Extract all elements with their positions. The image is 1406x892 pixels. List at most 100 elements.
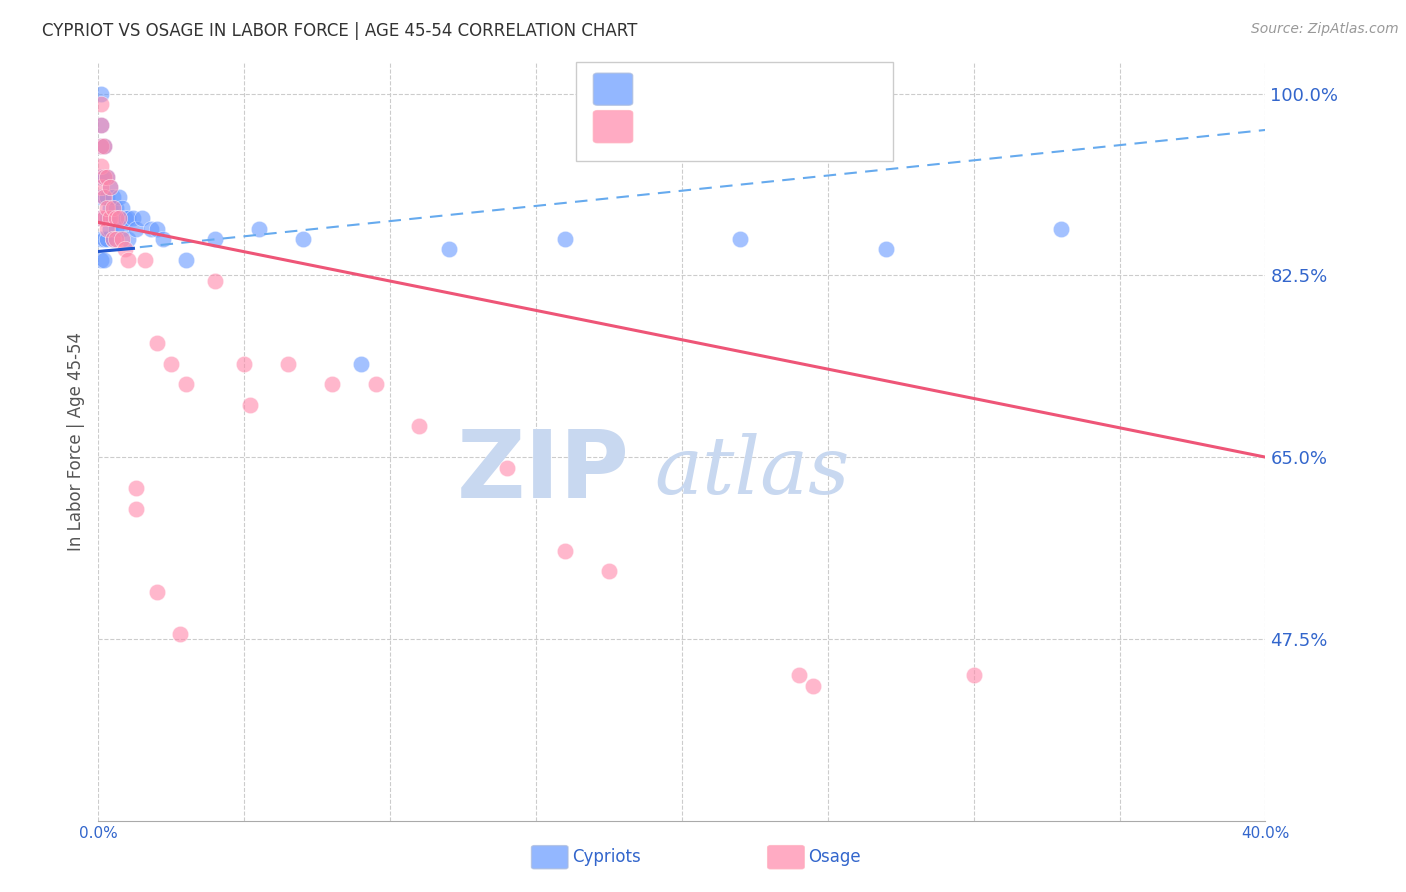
Point [730, 232, 752, 246]
Point [108, 211, 131, 226]
Point [125, 502, 148, 516]
Text: atlas: atlas [654, 434, 849, 510]
Text: Source: ZipAtlas.com: Source: ZipAtlas.com [1251, 22, 1399, 37]
Point [98, 180, 121, 194]
Point [1050, 221, 1073, 235]
Text: ZIP: ZIP [457, 425, 630, 518]
Text: Osage: Osage [808, 848, 860, 866]
Point [554, 543, 576, 558]
Point [96, 232, 118, 246]
Point [93, 169, 115, 184]
Point [101, 232, 124, 246]
Point [104, 232, 127, 246]
Point [114, 211, 136, 226]
Point [962, 668, 984, 682]
Point [111, 232, 134, 246]
Point [93, 211, 115, 226]
Point [93, 138, 115, 153]
Point [875, 243, 897, 257]
Point [174, 252, 197, 267]
Point [364, 377, 387, 392]
Point [104, 211, 127, 226]
Point [117, 211, 139, 226]
Point [233, 357, 256, 371]
Point [90, 180, 112, 194]
Point [90, 97, 112, 112]
Point [321, 377, 343, 392]
Point [111, 221, 134, 235]
Point [247, 221, 270, 235]
Point [90, 252, 112, 267]
Point [239, 398, 262, 412]
Point [801, 679, 824, 693]
Point [98, 221, 121, 235]
FancyBboxPatch shape [768, 846, 804, 869]
Point [101, 190, 124, 204]
Point [90, 211, 112, 226]
Point [90, 118, 112, 132]
Point [496, 460, 519, 475]
Point [90, 87, 112, 101]
Point [125, 481, 148, 495]
Point [90, 138, 112, 153]
Point [101, 201, 124, 215]
Point [408, 419, 430, 434]
Point [93, 190, 115, 204]
Text: R = -0.169   N = 44: R = -0.169 N = 44 [640, 116, 846, 134]
Point [146, 585, 169, 599]
Point [350, 357, 373, 371]
Point [96, 169, 118, 184]
FancyBboxPatch shape [593, 111, 633, 143]
Point [98, 211, 121, 226]
Point [160, 357, 183, 371]
Point [98, 201, 121, 215]
Point [104, 221, 127, 235]
Text: CYPRIOT VS OSAGE IN LABOR FORCE | AGE 45-54 CORRELATION CHART: CYPRIOT VS OSAGE IN LABOR FORCE | AGE 45… [42, 22, 637, 40]
Point [101, 232, 124, 246]
FancyBboxPatch shape [531, 846, 568, 869]
Point [93, 138, 115, 153]
Point [93, 169, 115, 184]
Point [90, 169, 112, 184]
Point [101, 211, 124, 226]
Point [108, 211, 131, 226]
Point [554, 232, 576, 246]
Point [93, 211, 115, 226]
Point [134, 252, 156, 267]
Point [125, 221, 148, 235]
Point [96, 211, 118, 226]
Point [93, 190, 115, 204]
Point [90, 159, 112, 173]
Point [90, 232, 112, 246]
FancyBboxPatch shape [576, 62, 893, 161]
Point [90, 138, 112, 153]
Point [787, 668, 810, 682]
Point [104, 201, 127, 215]
Text: Cypriots: Cypriots [572, 848, 641, 866]
Point [96, 221, 118, 235]
Point [146, 221, 169, 235]
Point [114, 243, 136, 257]
Point [204, 232, 226, 246]
Point [90, 118, 112, 132]
Point [291, 232, 314, 246]
Point [152, 232, 174, 246]
Point [122, 211, 145, 226]
Point [90, 211, 112, 226]
Point [146, 335, 169, 350]
Point [90, 190, 112, 204]
Point [96, 201, 118, 215]
Text: R =  0.032   N = 56: R = 0.032 N = 56 [640, 78, 846, 95]
Point [117, 232, 139, 246]
Point [277, 357, 299, 371]
Point [169, 626, 191, 640]
Point [139, 221, 162, 235]
Point [96, 190, 118, 204]
Point [93, 232, 115, 246]
Point [117, 252, 139, 267]
FancyBboxPatch shape [593, 73, 633, 105]
Point [131, 211, 153, 226]
Point [96, 169, 118, 184]
Point [111, 201, 134, 215]
Point [204, 274, 226, 288]
